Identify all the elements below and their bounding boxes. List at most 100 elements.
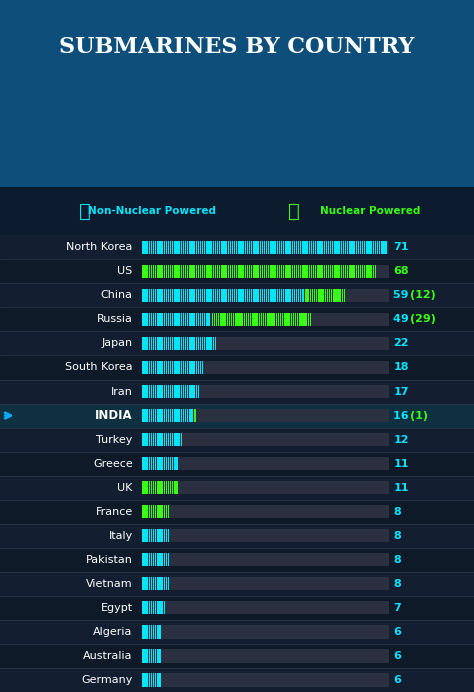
FancyBboxPatch shape — [157, 409, 158, 422]
Text: Algeria: Algeria — [93, 627, 133, 637]
FancyBboxPatch shape — [228, 241, 229, 254]
FancyBboxPatch shape — [146, 673, 148, 686]
FancyBboxPatch shape — [246, 265, 248, 278]
FancyBboxPatch shape — [324, 265, 325, 278]
FancyBboxPatch shape — [356, 265, 357, 278]
FancyBboxPatch shape — [153, 481, 155, 494]
FancyBboxPatch shape — [0, 524, 474, 548]
FancyBboxPatch shape — [0, 428, 474, 452]
FancyBboxPatch shape — [155, 601, 156, 614]
FancyBboxPatch shape — [142, 385, 144, 398]
FancyBboxPatch shape — [174, 457, 175, 471]
FancyBboxPatch shape — [366, 241, 368, 254]
Text: 8: 8 — [393, 579, 401, 589]
FancyBboxPatch shape — [142, 505, 144, 518]
FancyBboxPatch shape — [212, 265, 214, 278]
FancyBboxPatch shape — [155, 649, 156, 662]
FancyBboxPatch shape — [142, 433, 389, 446]
FancyBboxPatch shape — [170, 409, 172, 422]
FancyBboxPatch shape — [165, 577, 167, 590]
FancyBboxPatch shape — [324, 241, 325, 254]
FancyBboxPatch shape — [368, 265, 370, 278]
FancyBboxPatch shape — [0, 235, 474, 260]
FancyBboxPatch shape — [313, 241, 314, 254]
FancyBboxPatch shape — [165, 505, 167, 518]
FancyBboxPatch shape — [165, 553, 167, 566]
FancyBboxPatch shape — [262, 241, 263, 254]
FancyBboxPatch shape — [200, 337, 201, 350]
FancyBboxPatch shape — [146, 577, 148, 590]
FancyBboxPatch shape — [172, 265, 173, 278]
FancyBboxPatch shape — [161, 313, 163, 326]
FancyBboxPatch shape — [254, 313, 255, 326]
FancyBboxPatch shape — [306, 241, 308, 254]
FancyBboxPatch shape — [151, 265, 152, 278]
Text: Australia: Australia — [83, 651, 133, 661]
FancyBboxPatch shape — [193, 265, 195, 278]
FancyBboxPatch shape — [164, 505, 165, 518]
FancyBboxPatch shape — [298, 289, 300, 302]
FancyBboxPatch shape — [259, 265, 261, 278]
FancyBboxPatch shape — [310, 289, 311, 302]
FancyBboxPatch shape — [176, 457, 178, 471]
FancyBboxPatch shape — [185, 361, 186, 374]
FancyBboxPatch shape — [305, 289, 307, 302]
FancyBboxPatch shape — [142, 577, 389, 590]
FancyBboxPatch shape — [198, 313, 199, 326]
Text: France: France — [95, 507, 133, 517]
FancyBboxPatch shape — [159, 649, 161, 662]
FancyBboxPatch shape — [242, 241, 244, 254]
FancyBboxPatch shape — [146, 337, 148, 350]
FancyBboxPatch shape — [272, 289, 274, 302]
FancyBboxPatch shape — [187, 241, 189, 254]
FancyBboxPatch shape — [159, 265, 161, 278]
FancyBboxPatch shape — [204, 265, 205, 278]
FancyBboxPatch shape — [257, 241, 259, 254]
FancyBboxPatch shape — [238, 241, 239, 254]
FancyBboxPatch shape — [228, 289, 229, 302]
FancyBboxPatch shape — [343, 241, 344, 254]
FancyBboxPatch shape — [383, 241, 385, 254]
FancyBboxPatch shape — [142, 601, 144, 614]
FancyBboxPatch shape — [191, 313, 192, 326]
FancyBboxPatch shape — [164, 241, 165, 254]
FancyBboxPatch shape — [148, 649, 150, 662]
FancyBboxPatch shape — [233, 313, 234, 326]
FancyBboxPatch shape — [155, 529, 156, 543]
FancyBboxPatch shape — [297, 313, 298, 326]
FancyBboxPatch shape — [165, 457, 167, 471]
FancyBboxPatch shape — [364, 265, 365, 278]
FancyBboxPatch shape — [151, 553, 152, 566]
FancyBboxPatch shape — [170, 385, 172, 398]
FancyBboxPatch shape — [283, 289, 284, 302]
FancyBboxPatch shape — [165, 361, 167, 374]
FancyBboxPatch shape — [168, 289, 169, 302]
FancyBboxPatch shape — [277, 241, 278, 254]
FancyBboxPatch shape — [182, 313, 184, 326]
FancyBboxPatch shape — [182, 361, 184, 374]
FancyBboxPatch shape — [215, 241, 216, 254]
FancyBboxPatch shape — [209, 337, 210, 350]
FancyBboxPatch shape — [164, 601, 165, 614]
FancyBboxPatch shape — [157, 385, 158, 398]
FancyBboxPatch shape — [142, 481, 144, 494]
FancyBboxPatch shape — [217, 265, 218, 278]
FancyBboxPatch shape — [155, 289, 156, 302]
FancyBboxPatch shape — [146, 601, 148, 614]
FancyBboxPatch shape — [178, 361, 180, 374]
FancyBboxPatch shape — [182, 265, 184, 278]
FancyBboxPatch shape — [165, 481, 167, 494]
FancyBboxPatch shape — [181, 289, 182, 302]
FancyBboxPatch shape — [292, 313, 294, 326]
FancyBboxPatch shape — [187, 265, 189, 278]
Text: UK: UK — [118, 483, 133, 493]
FancyBboxPatch shape — [315, 241, 317, 254]
FancyBboxPatch shape — [142, 649, 144, 662]
FancyBboxPatch shape — [215, 337, 216, 350]
FancyBboxPatch shape — [168, 409, 169, 422]
FancyBboxPatch shape — [144, 289, 146, 302]
FancyBboxPatch shape — [165, 241, 167, 254]
FancyBboxPatch shape — [235, 313, 237, 326]
FancyBboxPatch shape — [155, 457, 156, 471]
FancyBboxPatch shape — [159, 481, 161, 494]
